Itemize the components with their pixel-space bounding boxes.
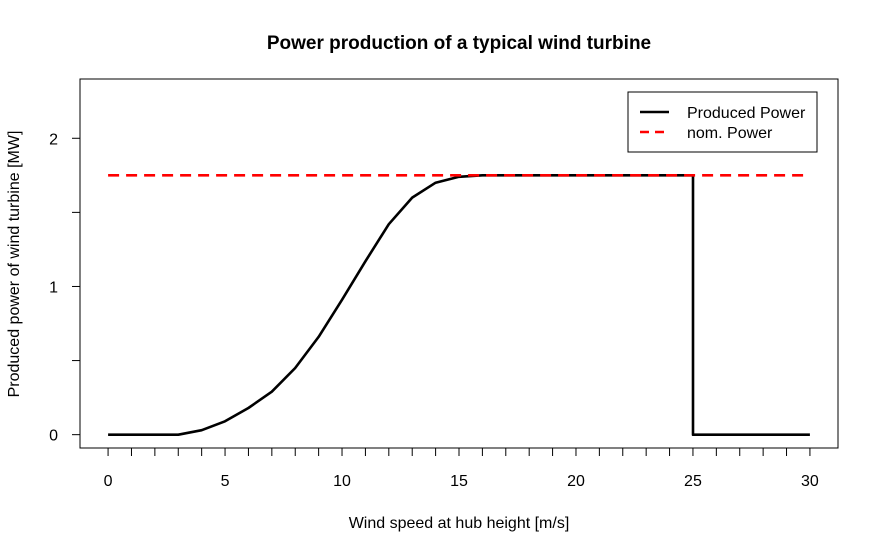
y-axis-label: Produced power of wind turbine [MW] — [6, 131, 23, 398]
x-tick-label: 15 — [450, 473, 468, 490]
x-tick-label: 25 — [684, 473, 702, 490]
x-tick-label: 30 — [801, 473, 819, 490]
chart-title: Power production of a typical wind turbi… — [267, 33, 651, 54]
x-tick-label: 10 — [333, 473, 351, 490]
y-tick-label: 1 — [49, 279, 58, 296]
x-tick-label: 0 — [104, 473, 113, 490]
y-axis: 0 1 2 — [49, 131, 81, 445]
legend: Produced Power nom. Power — [627, 91, 818, 153]
x-axis: 0 5 10 15 20 25 30 — [104, 447, 819, 490]
legend-box — [627, 91, 818, 153]
y-tick-label: 2 — [49, 131, 58, 148]
series-layer — [108, 174, 810, 437]
legend-label-produced-power: Produced Power — [687, 105, 806, 122]
x-tick-label: 5 — [221, 473, 230, 490]
x-axis-label: Wind speed at hub height [m/s] — [349, 515, 570, 532]
y-tick-label: 0 — [49, 428, 58, 445]
series-line-produced-power — [108, 174, 810, 437]
x-tick-label: 20 — [567, 473, 585, 490]
legend-label-nom-power: nom. Power — [687, 125, 773, 142]
